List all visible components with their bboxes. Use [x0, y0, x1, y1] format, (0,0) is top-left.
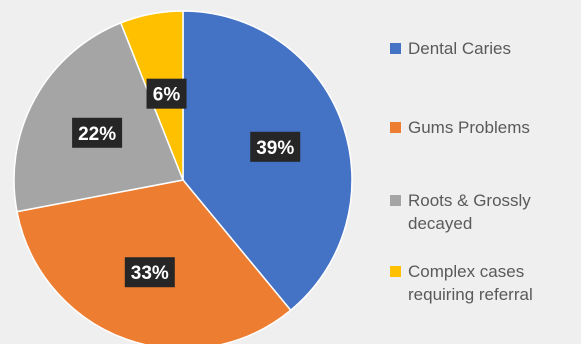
data-label-box-3 — [146, 78, 187, 109]
data-label-3: 6% — [146, 78, 187, 109]
pie-data-labels: 39% 33% 22% 6% — [72, 78, 301, 288]
legend-label-gums-problems: Gums Problems — [408, 118, 530, 137]
chart-legend: Dental Caries Gums Problems Roots & Gros… — [390, 0, 581, 344]
pie-slices — [13, 10, 353, 344]
legend-swatch-dental-caries — [390, 43, 401, 54]
legend-label-dental-caries: Dental Caries — [408, 39, 511, 58]
data-label-2: 22% — [72, 117, 123, 148]
legend-item-dental-caries: Dental Caries — [390, 37, 511, 60]
data-label-text-1: 33% — [131, 263, 169, 284]
legend-label-roots-grossly-decayed: Roots & Grossly decayed — [408, 191, 531, 233]
legend-item-gums-problems: Gums Problems — [390, 116, 530, 139]
legend-item-roots-grossly-decayed: Roots & Grossly decayed — [390, 189, 531, 235]
legend-swatch-complex-cases — [390, 266, 401, 277]
legend-item-complex-cases: Complex cases requiring referral — [390, 260, 533, 306]
data-label-box-0 — [250, 131, 301, 162]
data-label-box-2 — [72, 117, 123, 148]
legend-label-complex-cases: Complex cases requiring referral — [408, 262, 533, 304]
data-label-box-1 — [124, 257, 175, 288]
legend-swatch-roots-grossly-decayed — [390, 195, 401, 206]
data-label-0: 39% — [250, 131, 301, 162]
data-label-1: 33% — [124, 257, 175, 288]
data-label-text-0: 39% — [256, 138, 294, 159]
legend-swatch-gums-problems — [390, 122, 401, 133]
data-label-text-3: 6% — [153, 85, 181, 106]
pie-slice-2 — [13, 21, 185, 213]
data-label-text-2: 22% — [78, 124, 116, 145]
